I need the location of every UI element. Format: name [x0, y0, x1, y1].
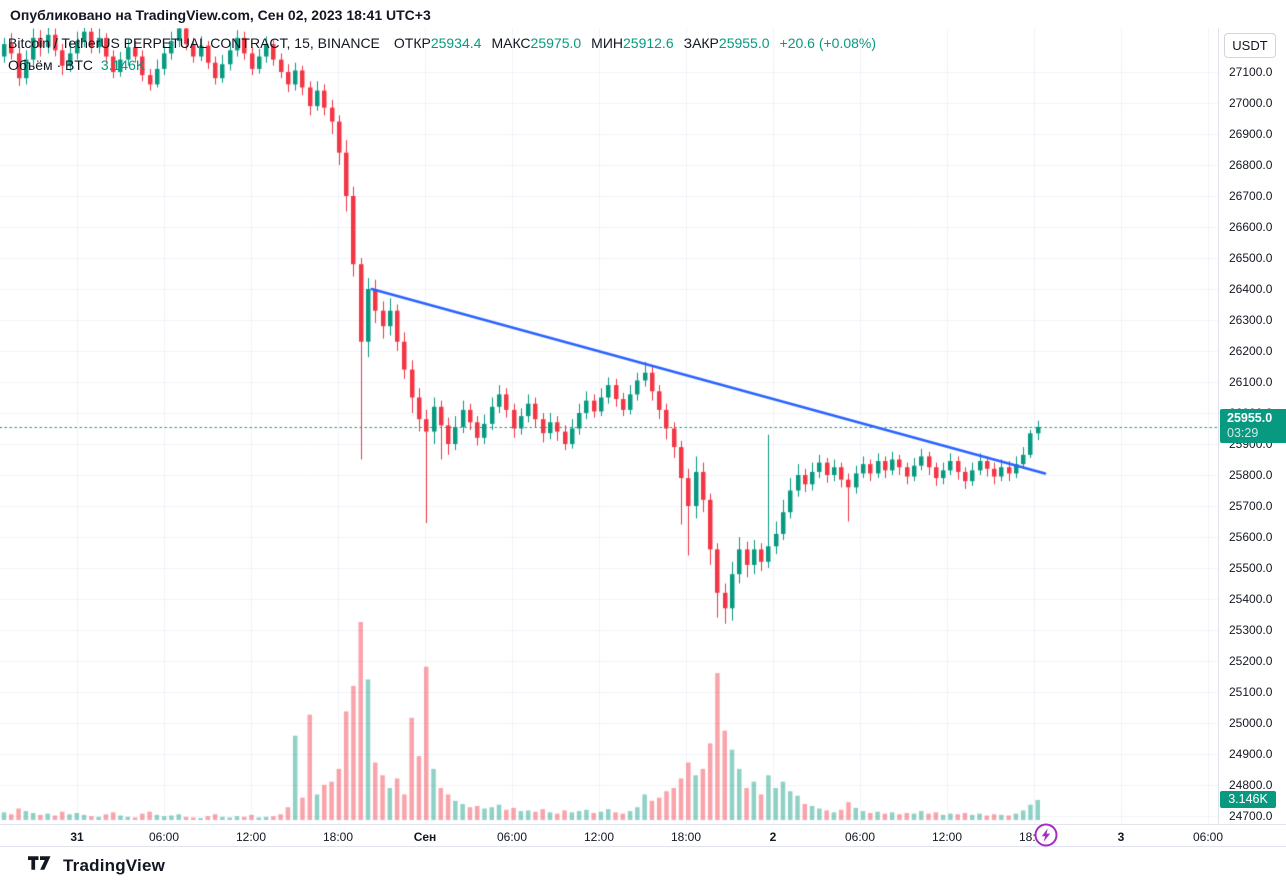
price-tick-label: 25600.0 — [1229, 530, 1273, 544]
volume-badge: 3.146K — [1220, 790, 1276, 808]
time-label: Сен — [413, 830, 437, 844]
price-tick-label: 24800.0 — [1229, 778, 1273, 792]
legend-volume-row: Объём · BTC 3.146K — [8, 55, 886, 75]
time-axis[interactable]: 31 06:00 12:00 18:00 Сен 06:00 12:00 18:00 2 06:0… — [0, 824, 1286, 847]
price-tick-label: 26400.0 — [1229, 282, 1273, 296]
time-label: 18:00 — [670, 830, 702, 844]
time-label: 12:00 — [235, 830, 267, 844]
time-label: 06:00 — [1192, 830, 1224, 844]
price-tick-label: 25400.0 — [1229, 592, 1273, 606]
footer-brand[interactable]: TradingView — [28, 855, 165, 876]
last-price-badge: 25955.0 03:29 — [1220, 408, 1286, 443]
price-tick-label: 25100.0 — [1229, 685, 1273, 699]
price-tick-label: 26800.0 — [1229, 158, 1273, 172]
price-tick-label: 25000.0 — [1229, 716, 1273, 730]
price-tick-label: 25200.0 — [1229, 654, 1273, 668]
price-tick-label: 26500.0 — [1229, 251, 1273, 265]
currency-button[interactable]: USDT — [1224, 33, 1276, 58]
time-label: 12:00 — [583, 830, 615, 844]
price-tick-label: 27000.0 — [1229, 96, 1273, 110]
price-tick-label: 26700.0 — [1229, 189, 1273, 203]
price-tick-label: 25300.0 — [1229, 623, 1273, 637]
time-label: 3 — [1117, 830, 1125, 844]
price-tick-label: 26100.0 — [1229, 375, 1273, 389]
close-value: 25955.0 — [718, 35, 770, 51]
volume-legend-value: 3.146K — [100, 57, 146, 73]
price-axis[interactable]: USDT 27100.0 27000.0 26900.0 26800.0 26700.0… — [1218, 28, 1286, 824]
chart-canvas[interactable] — [0, 28, 1218, 824]
volume-legend-label: Объём · BTC — [8, 57, 94, 73]
time-label: 06:00 — [496, 830, 528, 844]
price-tick-label: 25800.0 — [1229, 468, 1273, 482]
lightning-icon[interactable] — [1033, 822, 1059, 848]
high-label: МАКС — [491, 35, 531, 51]
close-label: ЗАКР — [683, 35, 719, 51]
price-tick-label: 26300.0 — [1229, 313, 1273, 327]
time-label: 06:00 — [844, 830, 876, 844]
brand-name: TradingView — [63, 855, 166, 875]
legend-symbol-row: Bitcoin / TetherUS PERPETUAL CONTRACT, 1… — [8, 33, 886, 53]
chart-legend: Bitcoin / TetherUS PERPETUAL CONTRACT, 1… — [8, 33, 886, 75]
bar-countdown: 03:29 — [1227, 425, 1259, 440]
tradingview-logo-icon — [28, 855, 55, 876]
chart-frame-border — [0, 846, 1286, 847]
low-value: 25912.6 — [623, 35, 674, 51]
time-label: 31 — [70, 830, 84, 844]
change-value: +20.6 (+0.08%) — [779, 35, 877, 51]
symbol-title[interactable]: Bitcoin / TetherUS PERPETUAL CONTRACT, 1… — [8, 35, 380, 51]
price-tick-label: 24700.0 — [1229, 809, 1273, 823]
price-tick-label: 26200.0 — [1229, 344, 1273, 358]
time-label: 06:00 — [148, 830, 180, 844]
high-value: 25975.0 — [530, 35, 582, 51]
price-tick-label: 24900.0 — [1229, 747, 1273, 761]
time-label: 2 — [769, 830, 777, 844]
price-tick-label: 25700.0 — [1229, 499, 1273, 513]
low-label: МИН — [591, 35, 623, 51]
publish-note: Опубликовано на TradingView.com, Сен 02,… — [10, 7, 431, 23]
chart-pane: Bitcoin / TetherUS PERPETUAL CONTRACT, 1… — [0, 28, 1286, 848]
price-tick-label: 26900.0 — [1229, 127, 1273, 141]
price-tick-label: 27100.0 — [1229, 65, 1273, 79]
time-label: 12:00 — [931, 830, 963, 844]
last-price-value: 25955.0 — [1227, 410, 1273, 425]
time-label: 18:00 — [322, 830, 354, 844]
price-tick-label: 25500.0 — [1229, 561, 1273, 575]
open-value: 25934.4 — [430, 35, 482, 51]
price-tick-label: 26600.0 — [1229, 220, 1273, 234]
open-label: ОТКР — [393, 35, 431, 51]
